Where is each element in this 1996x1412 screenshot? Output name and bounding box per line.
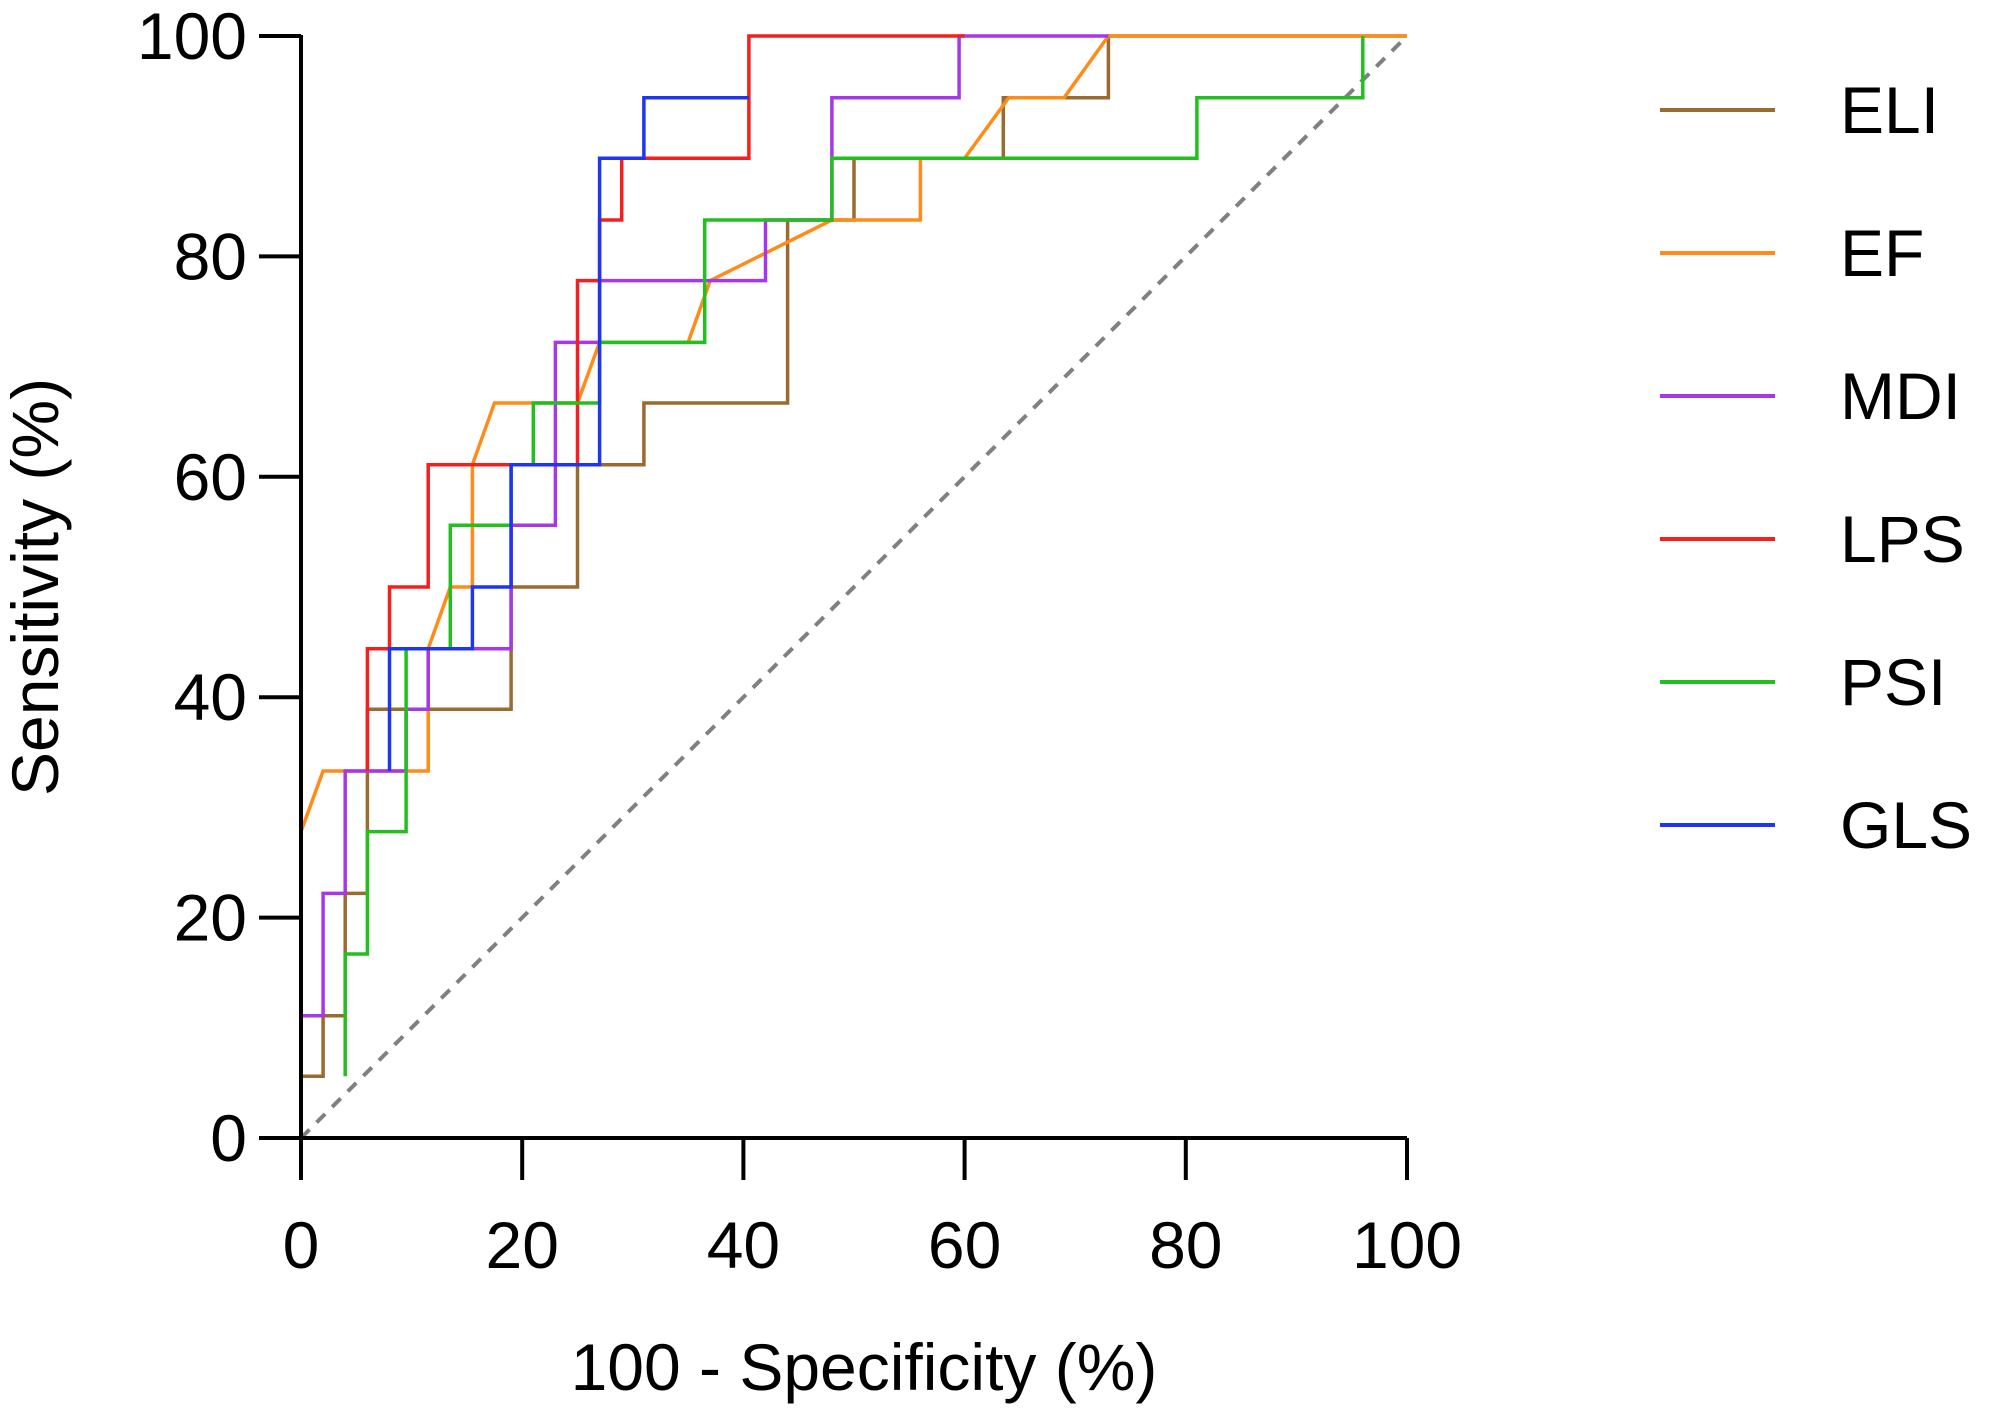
series-line-gls [387, 95, 749, 771]
legend: ELI EF MDI LPS PSI GLS [1660, 73, 1972, 862]
legend-item-ef: EF [1660, 216, 1924, 290]
series-line-psi [343, 36, 1365, 1077]
x-tick-label: 80 [1149, 1208, 1222, 1282]
x-axis-title: 100 - Specificity (%) [571, 1330, 1158, 1404]
plot-area [299, 34, 1409, 1140]
legend-item-mdi: MDI [1660, 359, 1961, 433]
y-axis-title: Sensitivity (%) [0, 378, 72, 796]
legend-label: LPS [1840, 502, 1965, 576]
legend-label: MDI [1840, 359, 1961, 433]
x-tick-label: 0 [283, 1208, 320, 1282]
legend-label: GLS [1840, 788, 1972, 862]
axes: 0 20 40 60 80 100 0 20 40 60 80 100 [137, 0, 1462, 1282]
x-tick-label: 40 [707, 1208, 780, 1282]
y-ticks: 0 20 40 60 80 100 [137, 0, 301, 1175]
series-line-mdi [299, 34, 1109, 1077]
y-tick-label: 100 [137, 0, 247, 73]
x-tick-label: 60 [928, 1208, 1001, 1282]
y-tick-label: 20 [174, 881, 247, 955]
x-tick-label: 100 [1352, 1208, 1462, 1282]
legend-item-eli: ELI [1660, 73, 1939, 147]
y-tick-label: 0 [210, 1101, 247, 1175]
y-tick-label: 60 [174, 440, 247, 514]
legend-item-gls: GLS [1660, 788, 1972, 862]
x-tick-label: 20 [485, 1208, 558, 1282]
series-lines [299, 34, 1407, 1138]
legend-label: EF [1840, 216, 1924, 290]
y-tick-label: 40 [174, 660, 247, 734]
legend-item-lps: LPS [1660, 502, 1965, 576]
legend-item-psi: PSI [1660, 645, 1946, 719]
series-line-lps [365, 34, 965, 771]
reference-diagonal-line [299, 34, 1409, 1140]
x-ticks: 0 20 40 60 80 100 [283, 1138, 1462, 1282]
legend-label: PSI [1840, 645, 1946, 719]
y-tick-label: 80 [174, 219, 247, 293]
legend-label: ELI [1840, 73, 1939, 147]
